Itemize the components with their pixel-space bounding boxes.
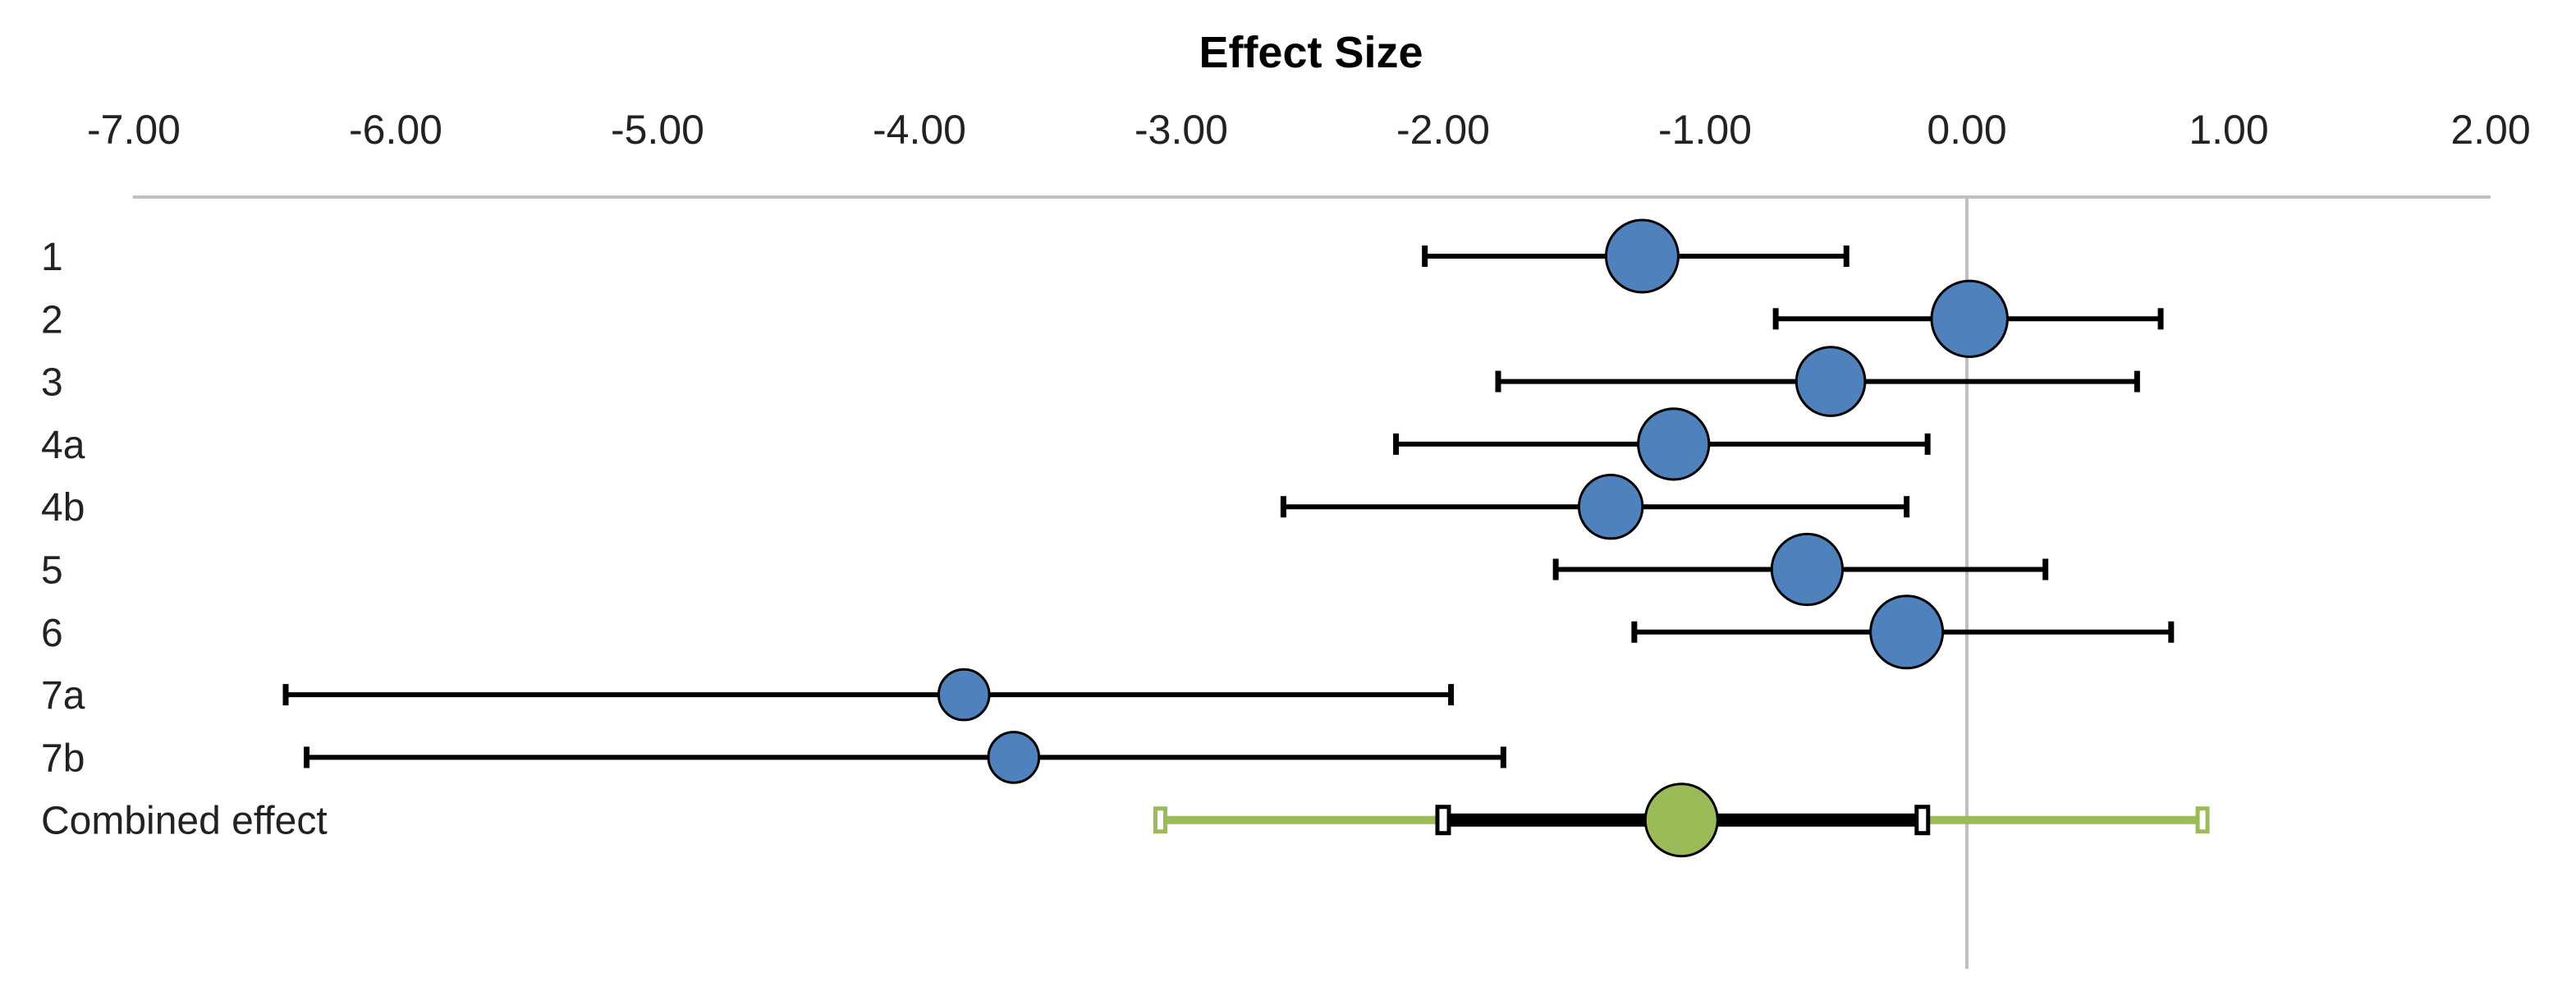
study-label: 4a [41,424,85,467]
study-label: 5 [41,549,63,593]
study-label: 4b [41,486,85,530]
effect-estimate-marker [987,731,1041,784]
x-tick-label: -2.00 [1396,107,1490,153]
study-row: 5 [41,532,2049,607]
study-row: 2 [41,279,2164,358]
study-label: 2 [41,298,63,342]
effect-estimate-marker [1770,532,1845,607]
study-rows: 1 2 3 4a 4b 5 6 7a 7b [41,218,2175,784]
effect-estimate-marker [1604,218,1680,294]
study-row: 3 [41,346,2140,417]
study-row: 4a [41,407,1931,481]
effect-estimate-marker [1794,346,1867,417]
study-label: 6 [41,612,63,655]
effect-estimate-marker [1930,279,2009,358]
x-tick-label: -3.00 [1134,107,1228,153]
x-tick-label: 2.00 [2450,107,2530,153]
combined-effect-marker [1643,782,1719,858]
combined-effect-row: Combined effect [41,782,2210,858]
x-tick-label: -1.00 [1658,107,1752,153]
x-tick-label: -4.00 [873,107,966,153]
combined-effect-label: Combined effect [41,800,328,843]
study-row: 6 [41,594,2175,670]
study-row: 1 [41,218,1849,294]
prediction-interval-cap [2195,806,2210,834]
x-tick-label: -7.00 [87,107,181,153]
x-tick-label: -6.00 [349,107,442,153]
study-row: 7a [41,668,1455,722]
effect-estimate-marker [937,668,991,722]
study-label: 1 [41,236,63,279]
combined-ci-cap [1914,805,1931,836]
x-tick-label: -5.00 [611,107,704,153]
chart-title: Effect Size [1199,28,1423,77]
study-row: 7b [41,731,1506,784]
prediction-interval-cap [1153,806,1167,834]
study-row: 4b [41,473,1910,540]
study-label: 7a [41,674,85,718]
effect-estimate-marker [1869,594,1945,670]
x-tick-label: 1.00 [2189,107,2268,153]
x-tick-labels: -7.00 -6.00 -5.00 -4.00 -3.00 -2.00 -1.00 0.00 1… [87,107,2531,153]
x-tick-label: 0.00 [1927,107,2006,153]
combined-ci-cap [1435,805,1451,836]
study-label: 3 [41,361,63,405]
effect-estimate-marker [1577,473,1644,540]
effect-estimate-marker [1637,407,1711,481]
study-label: 7b [41,737,85,780]
